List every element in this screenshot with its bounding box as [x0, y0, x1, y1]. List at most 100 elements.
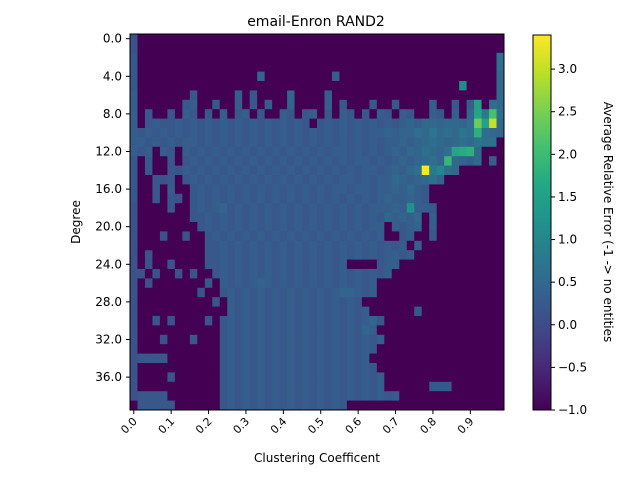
heatmap-cell — [294, 316, 303, 326]
heatmap-cell — [436, 193, 445, 204]
heatmap-cell — [144, 165, 153, 176]
heatmap-cell — [227, 278, 236, 289]
heatmap-cell — [459, 278, 467, 289]
heatmap-cell — [234, 109, 243, 119]
heatmap-cell — [227, 381, 236, 392]
heatmap-cell — [302, 325, 310, 336]
heatmap-cell — [197, 156, 206, 166]
heatmap-cell — [339, 156, 348, 166]
heatmap-cell — [399, 184, 408, 195]
heatmap-cell — [189, 184, 198, 195]
heatmap-cell — [182, 118, 191, 129]
heatmap-cell — [496, 175, 505, 185]
heatmap-cell — [167, 353, 176, 364]
heatmap-cell — [227, 212, 236, 223]
heatmap-cell — [339, 81, 348, 91]
heatmap-cell — [272, 344, 280, 354]
heatmap-cell — [354, 203, 363, 213]
heatmap-cell — [212, 344, 221, 354]
heatmap-cell — [436, 400, 445, 411]
heatmap-cell — [182, 212, 191, 223]
heatmap-cell — [466, 297, 475, 307]
heatmap-cell — [466, 71, 475, 82]
heatmap-cell — [249, 62, 258, 72]
heatmap-cell — [242, 175, 251, 185]
heatmap-cell — [302, 250, 310, 260]
heatmap-cell — [212, 334, 221, 345]
heatmap-cell — [174, 156, 183, 166]
heatmap-cell — [451, 175, 460, 185]
heatmap-cell — [212, 146, 221, 157]
heatmap-cell — [451, 165, 460, 176]
heatmap-cell — [279, 381, 288, 392]
heatmap-cell — [436, 391, 445, 401]
heatmap-cell — [152, 184, 161, 195]
heatmap-cell — [234, 118, 243, 129]
heatmap-cell — [324, 250, 333, 260]
heatmap-cell — [361, 165, 370, 176]
heatmap-cell — [234, 297, 243, 307]
heatmap-cell — [182, 81, 191, 91]
heatmap-cell — [354, 250, 363, 260]
heatmap-cell — [414, 381, 423, 392]
heatmap-cell — [376, 203, 385, 213]
heatmap-cell — [287, 175, 295, 185]
heatmap-cell — [152, 34, 161, 44]
heatmap-cell — [384, 278, 393, 289]
heatmap-cell — [361, 363, 370, 373]
heatmap-cell — [159, 71, 168, 82]
heatmap-cell — [249, 222, 258, 232]
heatmap-cell — [474, 156, 482, 166]
heatmap-cell — [376, 71, 385, 82]
heatmap-cell — [429, 34, 438, 44]
heatmap-cell — [414, 137, 423, 148]
heatmap-cell — [391, 316, 400, 326]
heatmap-cell — [204, 381, 213, 392]
heatmap-cell — [369, 99, 378, 110]
heatmap-cell — [197, 203, 206, 213]
heatmap-cell — [159, 109, 168, 119]
heatmap-cell — [421, 222, 430, 232]
heatmap-cell — [324, 363, 333, 373]
heatmap-cell — [489, 43, 497, 54]
heatmap-cell — [481, 203, 490, 213]
heatmap-cell — [459, 109, 467, 119]
heatmap-cell — [167, 231, 176, 242]
heatmap-cell — [152, 137, 161, 148]
heatmap-cell — [414, 259, 423, 270]
heatmap-cell — [324, 128, 333, 138]
heatmap-cell — [137, 43, 146, 54]
heatmap-cell — [406, 231, 415, 242]
heatmap-cell — [421, 52, 430, 63]
heatmap-cell — [182, 184, 191, 195]
heatmap-cell — [257, 99, 266, 110]
heatmap-cell — [249, 240, 258, 251]
heatmap-cell — [257, 400, 266, 411]
heatmap-cell — [159, 287, 168, 298]
heatmap-cell — [279, 62, 288, 72]
heatmap-cell — [481, 391, 490, 401]
heatmap-cell — [279, 99, 288, 110]
heatmap-cell — [159, 81, 168, 91]
heatmap-cell — [264, 146, 273, 157]
heatmap-cell — [346, 306, 355, 317]
heatmap-cell — [242, 128, 251, 138]
heatmap-cell — [212, 193, 221, 204]
heatmap-cell — [354, 52, 363, 63]
heatmap-cell — [324, 90, 333, 101]
heatmap-cell — [174, 259, 183, 270]
heatmap-cell — [391, 175, 400, 185]
heatmap-cell — [264, 175, 273, 185]
heatmap-cell — [227, 99, 236, 110]
heatmap-cell — [204, 81, 213, 91]
heatmap-cell — [376, 156, 385, 166]
heatmap-cell — [354, 316, 363, 326]
heatmap-cell — [219, 278, 228, 289]
heatmap-cell — [346, 128, 355, 138]
heatmap-cell — [257, 90, 266, 101]
heatmap-cell — [376, 372, 385, 383]
heatmap-cell — [391, 34, 400, 44]
heatmap-cell — [414, 146, 423, 157]
heatmap-cell — [264, 306, 273, 317]
heatmap-cell — [204, 297, 213, 307]
